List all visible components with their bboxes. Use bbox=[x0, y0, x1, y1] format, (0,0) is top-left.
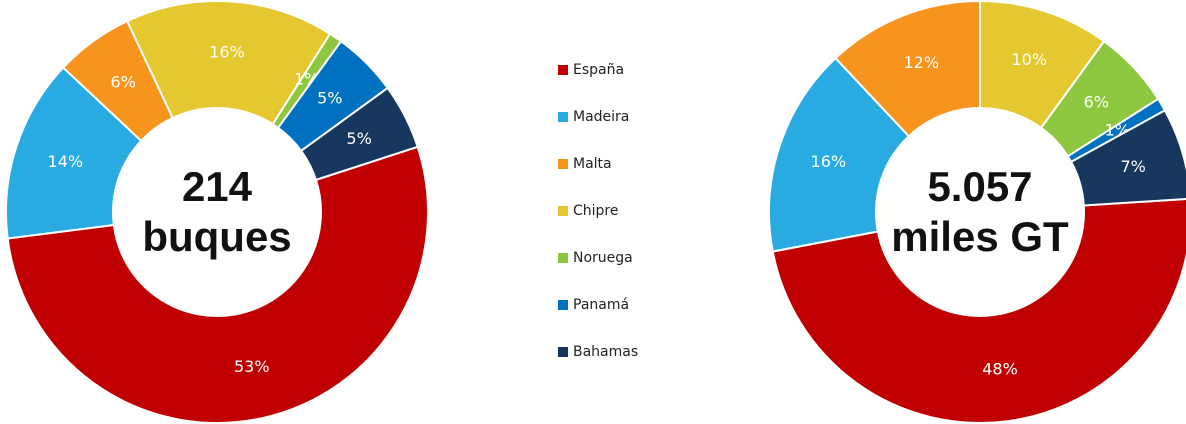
slice-label: 5% bbox=[317, 89, 342, 108]
legend-label: España bbox=[573, 62, 624, 78]
legend-label: Bahamas bbox=[573, 344, 638, 360]
donut-slice bbox=[125, 0, 332, 126]
legend-label: Madeira bbox=[573, 109, 629, 125]
slice-label: 14% bbox=[48, 152, 84, 171]
legend-swatch bbox=[558, 253, 568, 263]
donut-slice bbox=[1069, 108, 1186, 207]
slice-label: 16% bbox=[209, 42, 245, 61]
donut-slice bbox=[771, 198, 1186, 424]
legend-label: Noruega bbox=[573, 250, 633, 266]
legend-label: Malta bbox=[573, 156, 612, 172]
slice-label: 5% bbox=[346, 129, 371, 148]
slice-label: 10% bbox=[1012, 50, 1048, 69]
legend-swatch bbox=[558, 159, 568, 169]
slice-label: 6% bbox=[1084, 92, 1109, 111]
legend-swatch bbox=[558, 112, 568, 122]
slice-label: 6% bbox=[111, 72, 136, 91]
slice-label: 53% bbox=[234, 357, 270, 376]
legend-swatch bbox=[558, 206, 568, 216]
slice-label: 12% bbox=[904, 53, 940, 72]
center-label: 214 bbox=[182, 163, 253, 210]
legend-label: Panamá bbox=[573, 297, 629, 313]
legend-label: Chipre bbox=[573, 203, 619, 219]
center-label: miles GT bbox=[891, 213, 1069, 260]
legend-swatch bbox=[558, 347, 568, 357]
center-label: buques bbox=[142, 213, 291, 260]
center-label: 5.057 bbox=[927, 163, 1032, 210]
slice-label: 16% bbox=[811, 152, 847, 171]
donut-slice bbox=[299, 86, 419, 182]
legend-swatch bbox=[558, 65, 568, 75]
legend-swatch bbox=[558, 300, 568, 310]
donut-slice bbox=[768, 56, 911, 253]
donut-slice bbox=[6, 145, 429, 424]
slice-label: 7% bbox=[1120, 157, 1145, 176]
slice-label: 48% bbox=[982, 360, 1018, 379]
